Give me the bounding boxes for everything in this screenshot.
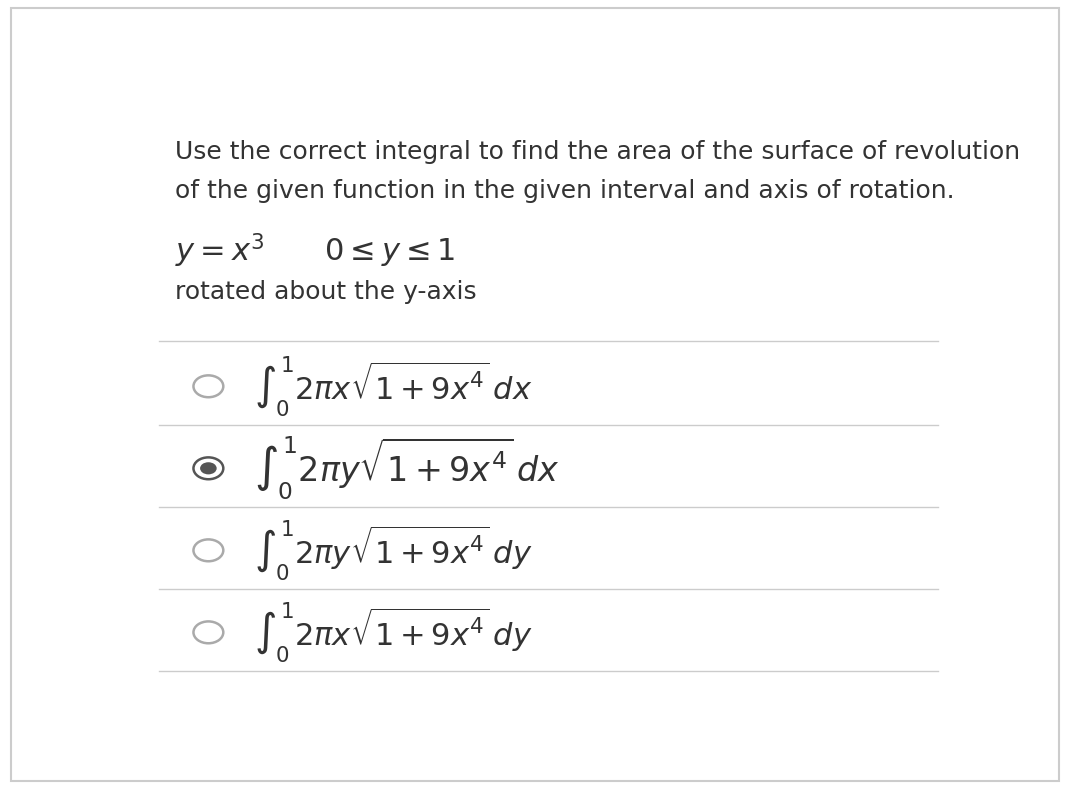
Text: $y = x^3 \quad\quad 0 \leq y \leq 1$: $y = x^3 \quad\quad 0 \leq y \leq 1$ <box>175 231 456 270</box>
Circle shape <box>200 462 216 474</box>
Text: of the given function in the given interval and axis of rotation.: of the given function in the given inter… <box>175 178 954 203</box>
Text: $\int_0^1 2\pi y \sqrt{1 + 9x^4}\, dx$: $\int_0^1 2\pi y \sqrt{1 + 9x^4}\, dx$ <box>254 435 560 502</box>
Text: rotated about the y-axis: rotated about the y-axis <box>175 280 477 304</box>
Text: Use the correct integral to find the area of the surface of revolution: Use the correct integral to find the are… <box>175 140 1021 164</box>
Text: $\int_0^1 2\pi x \sqrt{1 + 9x^4}\, dx$: $\int_0^1 2\pi x \sqrt{1 + 9x^4}\, dx$ <box>254 354 533 419</box>
Text: $\int_0^1 2\pi y \sqrt{1 + 9x^4}\, dy$: $\int_0^1 2\pi y \sqrt{1 + 9x^4}\, dy$ <box>254 518 533 582</box>
Text: $\int_0^1 2\pi x \sqrt{1 + 9x^4}\, dy$: $\int_0^1 2\pi x \sqrt{1 + 9x^4}\, dy$ <box>254 600 533 664</box>
